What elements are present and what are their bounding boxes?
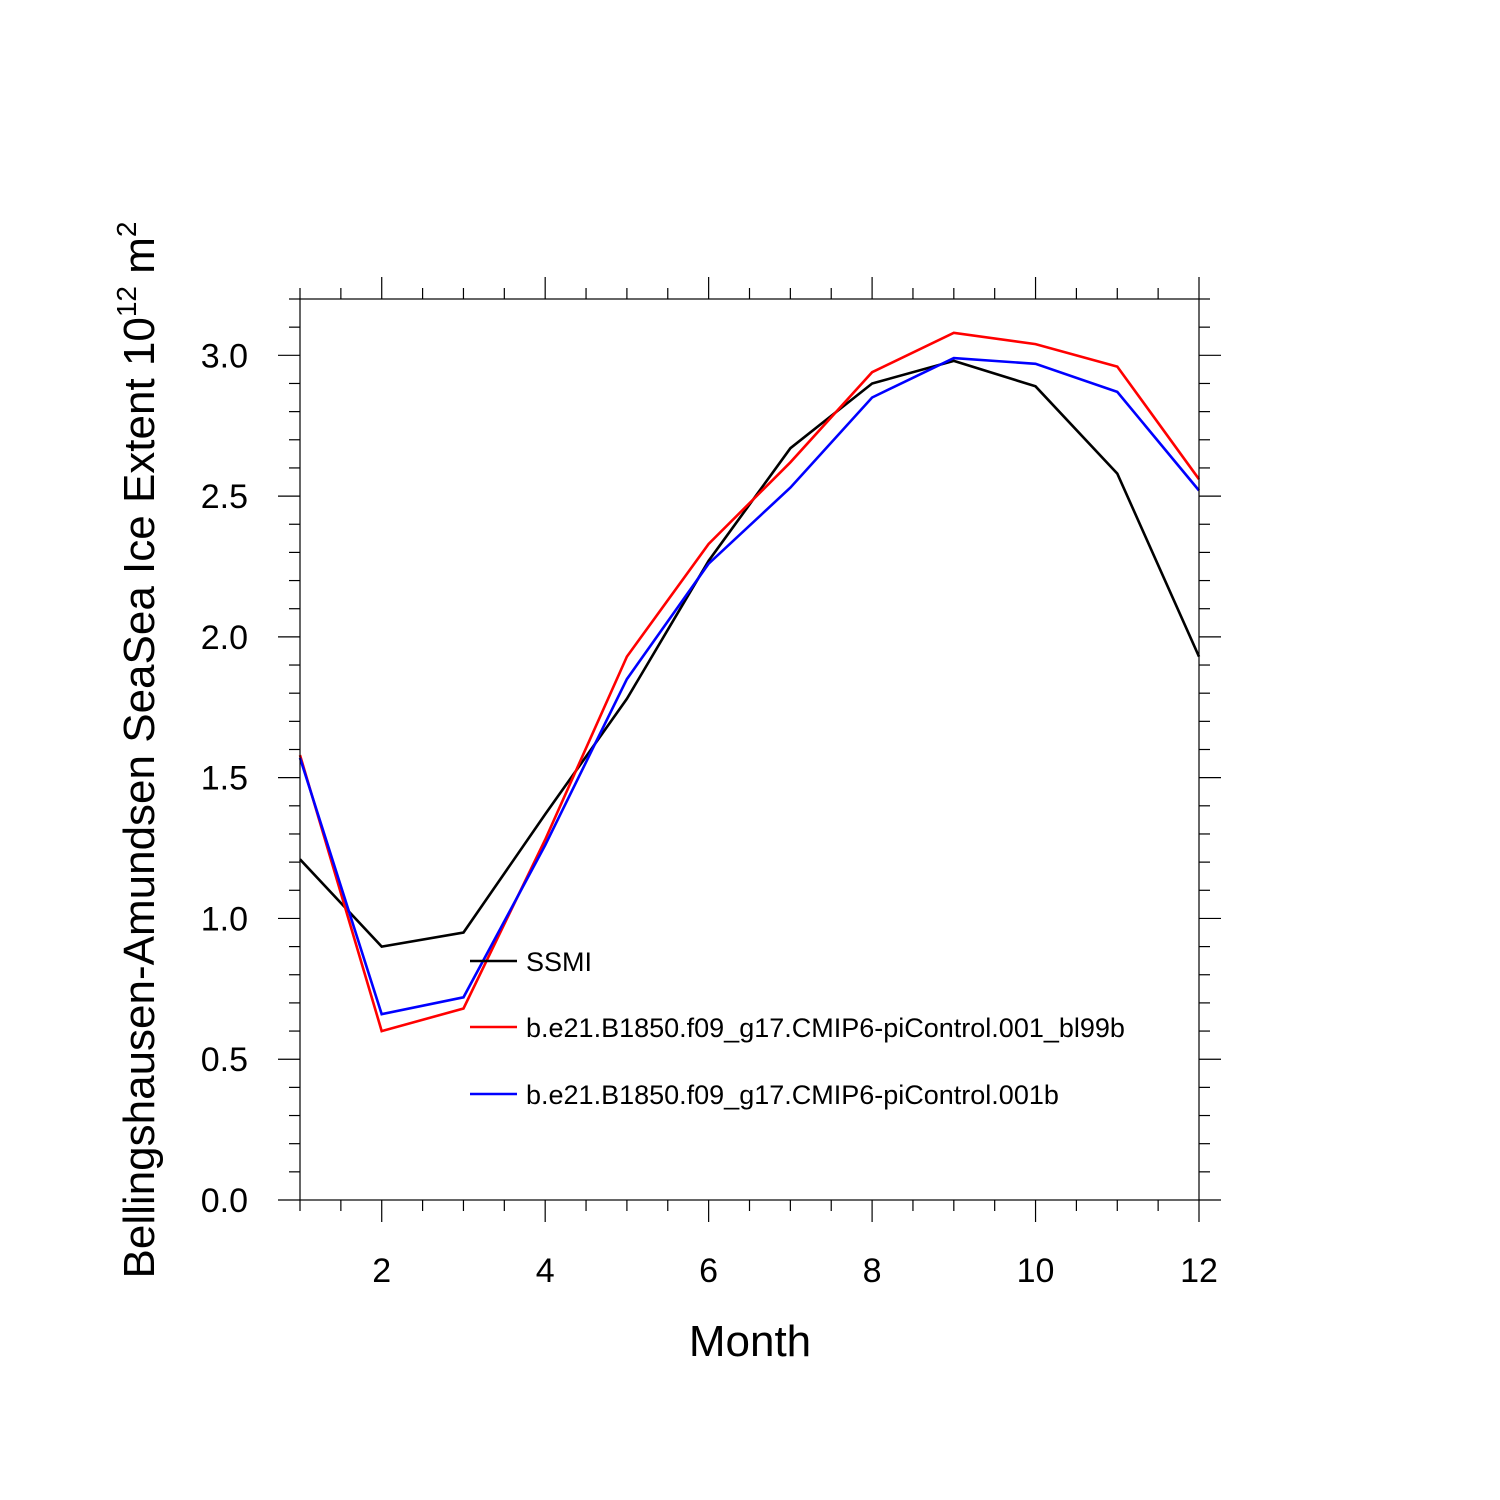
series-line-ssmi xyxy=(299,359,1201,949)
y-tick-label: 0.0 xyxy=(201,1182,248,1220)
y-tick-label: 0.5 xyxy=(201,1041,248,1079)
y-tick-label: 3.0 xyxy=(201,337,248,375)
y-tick-label: 2.5 xyxy=(201,478,248,516)
y-axis-title: Bellingshausen-Amundsen SeaSea Ice Exten… xyxy=(111,222,164,1279)
x-tick-label: 12 xyxy=(1180,1252,1218,1290)
plot-frame xyxy=(299,298,1200,1201)
y-axis-title-main: Bellingshausen-Amundsen SeaSea Ice Exten… xyxy=(115,317,164,1278)
legend: SSMI b.e21.B1850.f09_g17.CMIP6-piControl.… xyxy=(470,947,1125,1110)
legend-label: b.e21.B1850.f09_g17.CMIP6-piControl.001b xyxy=(526,1080,1059,1110)
y-axis-title-unit: m xyxy=(115,237,164,286)
series-line-b-e21-b1850-f09-g17-cmip6-picontrol-001-bl99b xyxy=(298,331,1201,1033)
plot-series xyxy=(298,331,1201,1033)
y-axis-title-unit-exponent: 2 xyxy=(111,222,142,238)
x-tick-label: 6 xyxy=(699,1252,718,1290)
legend-label: b.e21.B1850.f09_g17.CMIP6-piControl.001_… xyxy=(526,1013,1125,1043)
x-axis-title: Month xyxy=(689,1317,811,1366)
y-tick-label: 1.0 xyxy=(201,900,248,938)
y-tick-label: 1.5 xyxy=(201,760,248,798)
y-axis-title-exponent: 12 xyxy=(111,286,142,317)
axis-ticks xyxy=(278,277,1221,1222)
x-tick-label: 4 xyxy=(536,1252,555,1290)
x-tick-label: 2 xyxy=(372,1252,391,1290)
legend-label: SSMI xyxy=(526,947,592,977)
x-tick-label: 10 xyxy=(1017,1252,1055,1290)
x-tick-label: 8 xyxy=(863,1252,882,1290)
series-line-b-e21-b1850-f09-g17-cmip6-picontrol-001b xyxy=(298,356,1201,1016)
y-tick-label: 2.0 xyxy=(201,619,248,657)
tick-labels: 2 4 6 8 10 12 0.0 0.5 1.0 1.5 2.0 2.5 3.0 xyxy=(201,337,1218,1290)
